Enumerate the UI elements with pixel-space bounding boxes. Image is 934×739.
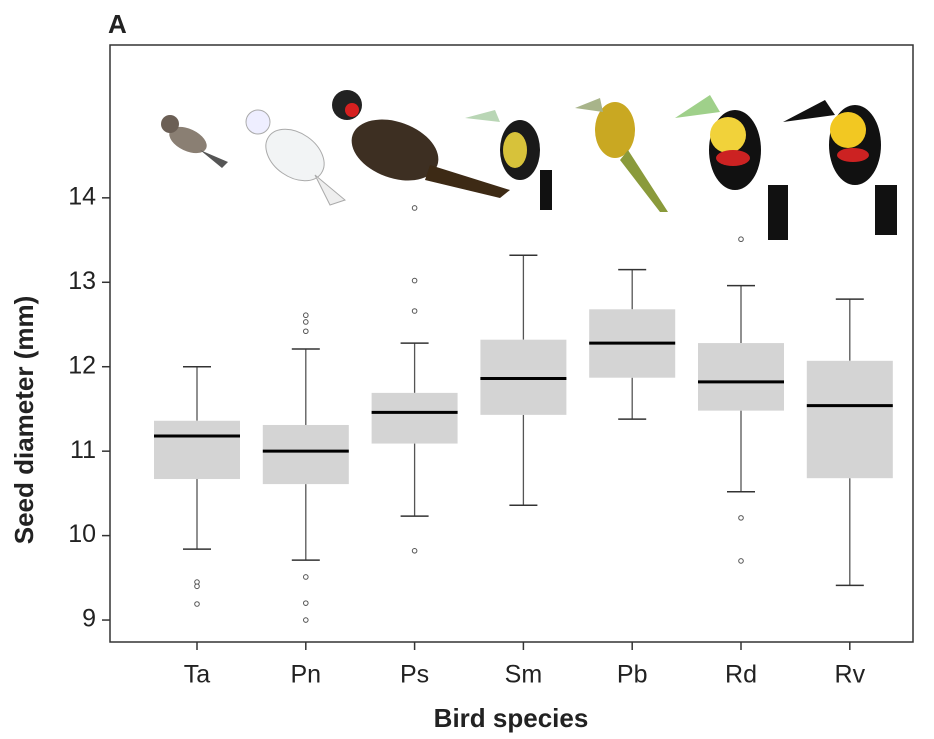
plot-frame — [109, 44, 914, 643]
x-tick-label: Pn — [291, 661, 322, 689]
outlier — [738, 236, 744, 243]
bird-illustrations — [161, 90, 897, 240]
outlier — [411, 277, 418, 284]
y-tick-label: 9 — [82, 605, 96, 633]
bird-rd — [675, 95, 788, 240]
outlier — [194, 601, 200, 607]
outlier — [303, 328, 309, 335]
y-tick-label: 12 — [68, 351, 96, 379]
box — [806, 360, 893, 479]
outlier — [303, 319, 309, 325]
outlier — [303, 617, 309, 623]
outlier — [411, 205, 418, 211]
outlier — [303, 600, 309, 606]
box — [371, 392, 458, 444]
outlier — [303, 574, 309, 580]
panel-label: A — [108, 9, 127, 39]
x-axis-label: Bird species — [434, 703, 589, 733]
bird-pb — [575, 98, 668, 212]
y-tick-label: 11 — [70, 436, 96, 464]
x-tick-label: Ps — [400, 661, 429, 689]
bird-ta — [161, 115, 228, 168]
outlier — [303, 312, 309, 319]
outlier — [411, 548, 418, 554]
x-tick-label: Ta — [184, 661, 211, 689]
outlier — [738, 515, 744, 521]
x-tick-label: Pb — [617, 661, 648, 689]
y-tick-label: 13 — [68, 267, 96, 295]
outlier — [411, 308, 418, 314]
box — [262, 424, 349, 485]
x-tick-label: Rd — [725, 661, 757, 689]
bird-rv — [783, 100, 897, 235]
y-tick-label: 14 — [68, 182, 96, 210]
y-axis-label: Seed diameter (mm) — [9, 296, 39, 545]
box — [698, 343, 784, 411]
box — [154, 420, 240, 480]
y-tick-label: 10 — [68, 520, 96, 548]
bird-ps — [332, 90, 510, 198]
x-tick-label: Rv — [835, 661, 866, 689]
outlier — [194, 583, 200, 590]
bird-pn — [245, 109, 347, 206]
x-tick-label: Sm — [505, 661, 543, 689]
outlier — [738, 558, 744, 564]
bird-sm — [465, 110, 552, 210]
